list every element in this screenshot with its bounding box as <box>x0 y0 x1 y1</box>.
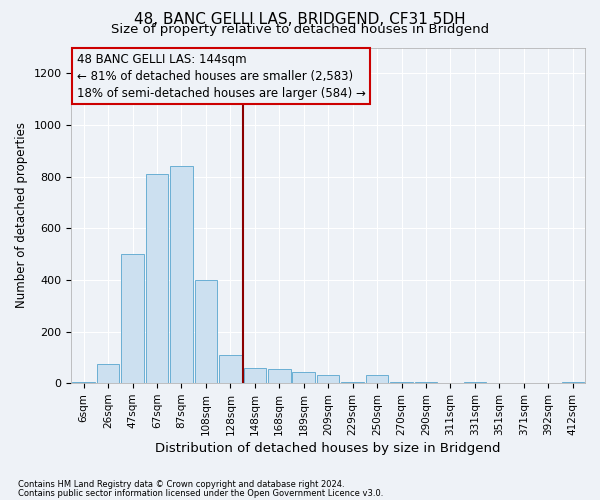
Text: Contains HM Land Registry data © Crown copyright and database right 2024.: Contains HM Land Registry data © Crown c… <box>18 480 344 489</box>
Bar <box>415 382 437 383</box>
Bar <box>219 355 242 383</box>
Text: Size of property relative to detached houses in Bridgend: Size of property relative to detached ho… <box>111 22 489 36</box>
Bar <box>292 372 315 383</box>
Bar <box>146 174 168 383</box>
Bar <box>73 382 95 383</box>
Bar <box>562 382 584 383</box>
X-axis label: Distribution of detached houses by size in Bridgend: Distribution of detached houses by size … <box>155 442 501 455</box>
Bar <box>391 382 413 383</box>
Bar <box>268 369 290 383</box>
Text: Contains public sector information licensed under the Open Government Licence v3: Contains public sector information licen… <box>18 488 383 498</box>
Bar <box>244 368 266 383</box>
Bar <box>341 382 364 383</box>
Bar <box>317 376 340 383</box>
Text: 48 BANC GELLI LAS: 144sqm
← 81% of detached houses are smaller (2,583)
18% of se: 48 BANC GELLI LAS: 144sqm ← 81% of detac… <box>77 52 365 100</box>
Y-axis label: Number of detached properties: Number of detached properties <box>15 122 28 308</box>
Bar <box>170 166 193 383</box>
Bar <box>97 364 119 383</box>
Bar <box>121 254 144 383</box>
Bar <box>194 280 217 383</box>
Text: 48, BANC GELLI LAS, BRIDGEND, CF31 5DH: 48, BANC GELLI LAS, BRIDGEND, CF31 5DH <box>134 12 466 28</box>
Bar <box>464 382 486 383</box>
Bar <box>366 376 388 383</box>
